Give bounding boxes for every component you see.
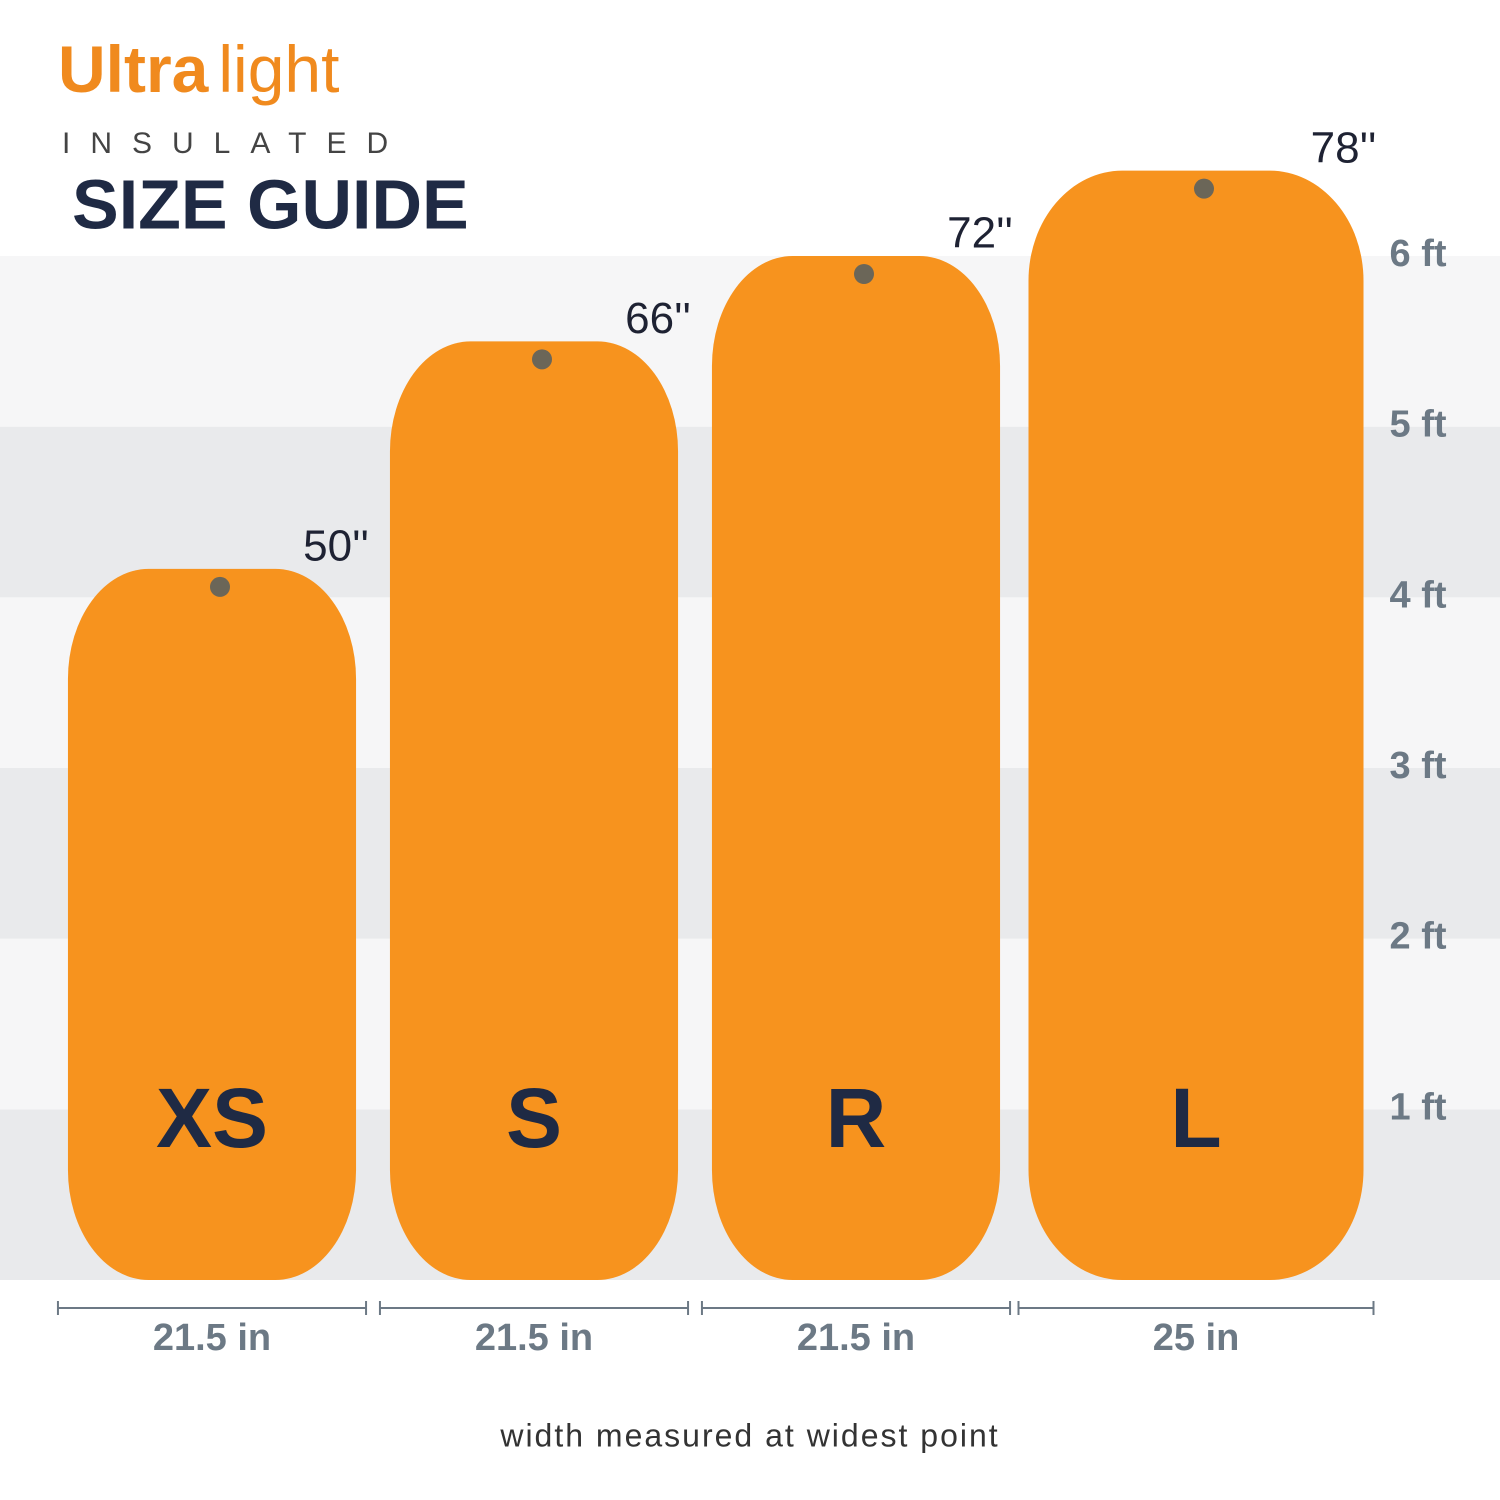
size-label: XS xyxy=(156,1071,268,1165)
valve xyxy=(1194,178,1214,199)
mat xyxy=(711,256,1001,1280)
y-tick-label: 2 ft xyxy=(1390,916,1447,958)
size-label: R xyxy=(826,1071,887,1165)
size-label: L xyxy=(1170,1071,1221,1165)
brand: Ultra light xyxy=(58,32,339,106)
value-label: 50'' xyxy=(303,522,369,571)
width-label: 21.5 in xyxy=(797,1317,915,1359)
brand-light: light xyxy=(218,32,339,106)
y-tick-label: 4 ft xyxy=(1390,574,1447,616)
chart-title: SIZE GUIDE xyxy=(72,165,469,243)
width-label: 21.5 in xyxy=(153,1317,271,1359)
y-tick-label: 5 ft xyxy=(1390,404,1447,446)
value-label: 66'' xyxy=(625,294,691,343)
value-label: 78'' xyxy=(1311,123,1377,172)
y-tick-label: 3 ft xyxy=(1390,745,1447,787)
note: width measured at widest point xyxy=(499,1417,999,1453)
mat xyxy=(1028,170,1364,1281)
valve xyxy=(854,264,874,284)
y-tick-label: 1 ft xyxy=(1390,1086,1447,1128)
y-tick-label: 6 ft xyxy=(1390,233,1447,275)
size-label: S xyxy=(506,1071,562,1165)
subtitle: INSULATED xyxy=(62,127,408,160)
width-label: 25 in xyxy=(1153,1317,1240,1359)
mat xyxy=(67,568,357,1280)
value-label: 72'' xyxy=(947,209,1013,258)
mat xyxy=(389,341,679,1280)
valve xyxy=(210,576,230,597)
brand-bold: Ultra xyxy=(58,32,210,106)
valve xyxy=(532,349,552,370)
width-label: 21.5 in xyxy=(475,1317,593,1359)
